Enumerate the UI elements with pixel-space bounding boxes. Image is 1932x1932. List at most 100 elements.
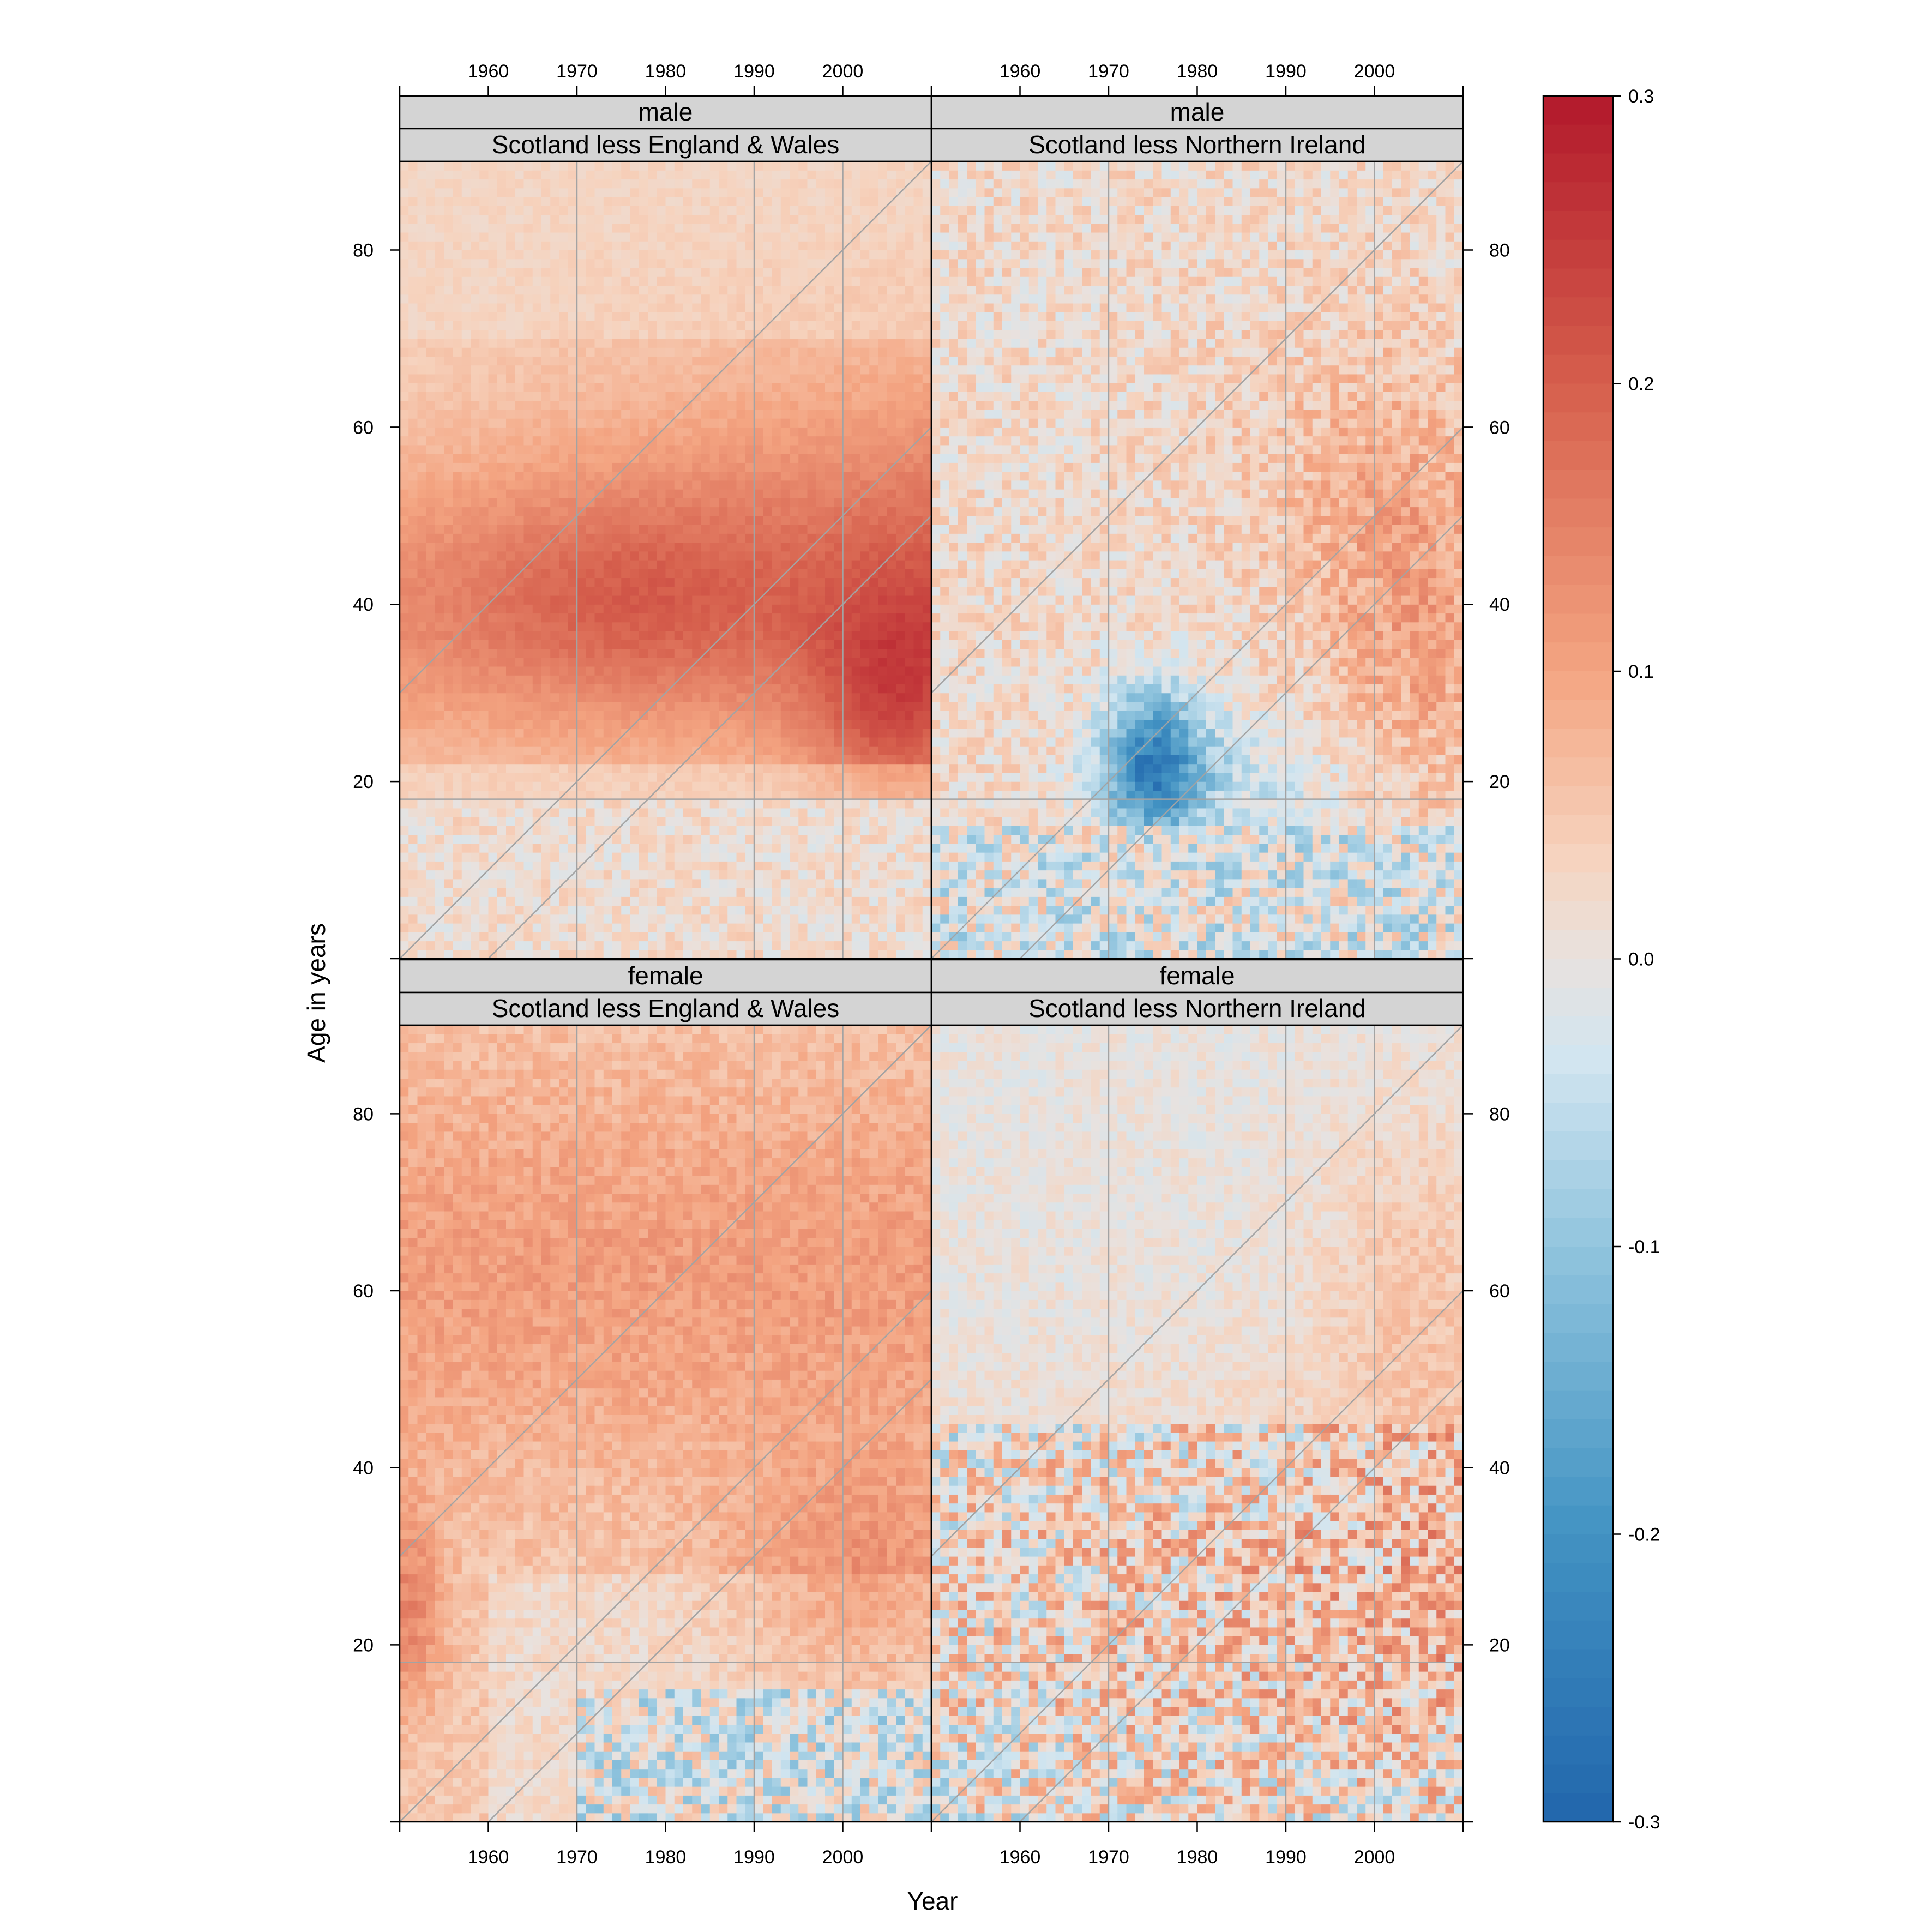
heatmap-cell <box>435 232 444 242</box>
heatmap-cell <box>736 728 746 738</box>
heatmap-cell <box>745 196 755 206</box>
heatmap-cell <box>621 852 631 862</box>
heatmap-cell <box>479 454 489 463</box>
heatmap-cell <box>417 258 427 268</box>
heatmap-cell <box>532 923 542 932</box>
heatmap-cell <box>701 701 711 711</box>
heatmap-cell <box>444 427 454 437</box>
heatmap-cell <box>586 586 595 596</box>
heatmap-cell <box>736 241 746 251</box>
heatmap-cell <box>426 905 436 915</box>
heatmap-cell <box>657 161 666 171</box>
heatmap-cell <box>727 640 737 649</box>
heatmap-cell <box>719 338 728 348</box>
heatmap-cell <box>550 188 560 197</box>
heatmap-cell <box>612 870 622 880</box>
heatmap-cell <box>408 267 418 277</box>
heatmap-cell <box>586 321 595 330</box>
heatmap-cell <box>550 525 560 534</box>
heatmap-cell <box>709 196 719 206</box>
heatmap-cell <box>648 843 657 853</box>
heatmap-cell <box>532 888 542 897</box>
heatmap-cell <box>586 781 595 791</box>
heatmap-cell <box>621 843 631 853</box>
heatmap-cell <box>763 400 773 410</box>
heatmap-cell <box>869 471 879 481</box>
heatmap-cell <box>887 666 896 676</box>
heatmap-cell <box>657 241 666 251</box>
heatmap-cell <box>568 640 577 649</box>
heatmap-cell <box>603 321 613 330</box>
heatmap-cell <box>754 861 763 871</box>
heatmap-cell <box>798 843 808 853</box>
heatmap-cell <box>471 622 480 631</box>
heatmap-cell <box>408 400 418 410</box>
heatmap-cell <box>665 161 675 171</box>
heatmap-cell <box>577 701 586 711</box>
heatmap-cell <box>621 772 631 782</box>
heatmap-cell <box>417 206 427 215</box>
heatmap-cell <box>417 843 427 853</box>
heatmap-cell <box>648 241 657 251</box>
heatmap-cell <box>594 418 604 428</box>
heatmap-cell <box>878 383 888 392</box>
heatmap-cell <box>453 914 462 924</box>
heatmap-cell <box>541 586 551 596</box>
heatmap-cell <box>665 941 675 950</box>
heatmap-cell <box>426 932 436 942</box>
heatmap-cell <box>532 711 542 720</box>
heatmap-cell <box>541 755 551 765</box>
heatmap-cell <box>461 826 471 835</box>
heatmap-cell <box>479 161 489 171</box>
heatmap-cell <box>860 684 870 694</box>
heatmap-cell <box>532 471 542 481</box>
heatmap-cell <box>400 693 409 702</box>
heatmap-cell <box>541 462 551 472</box>
heatmap-cell <box>515 436 525 446</box>
heatmap-cell <box>550 861 560 871</box>
heatmap-cell <box>665 914 675 924</box>
heatmap-cell <box>444 755 454 765</box>
heatmap-cell <box>568 454 577 463</box>
heatmap-cell <box>842 258 852 268</box>
heatmap-cell <box>798 693 808 702</box>
heatmap-cell <box>665 241 675 251</box>
heatmap-cell <box>453 941 462 950</box>
heatmap-cell <box>639 781 648 791</box>
heatmap-cell <box>683 542 693 552</box>
heatmap-cell <box>541 250 551 260</box>
heatmap-cell <box>727 285 737 295</box>
heatmap-cell <box>603 826 613 835</box>
heatmap-cell <box>497 755 507 765</box>
heatmap-cell <box>825 400 834 410</box>
heatmap-cell <box>453 808 462 817</box>
heatmap-cell <box>471 826 480 835</box>
heatmap-cell <box>790 214 799 224</box>
heatmap-cell <box>417 781 427 791</box>
heatmap-cell <box>586 303 595 312</box>
heatmap-cell <box>577 728 586 738</box>
heatmap-cell <box>772 480 781 490</box>
heatmap-cell <box>887 577 896 587</box>
heatmap-cell <box>488 569 498 579</box>
heatmap-cell <box>630 826 640 835</box>
heatmap-cell <box>612 675 622 685</box>
heatmap-cell <box>736 560 746 569</box>
heatmap-cell <box>736 427 746 437</box>
heatmap-cell <box>586 728 595 738</box>
heatmap-cell <box>745 834 755 844</box>
heatmap-cell <box>630 250 640 260</box>
heatmap-cell <box>648 560 657 569</box>
heatmap-cell <box>780 834 790 844</box>
heatmap-cell <box>426 170 436 180</box>
heatmap-cell <box>736 170 746 180</box>
heatmap-cell <box>515 781 525 791</box>
heatmap-cell <box>400 817 409 826</box>
heatmap-cell <box>798 232 808 242</box>
heatmap-cell <box>488 870 498 880</box>
heatmap-cell <box>435 861 444 871</box>
heatmap-cell <box>541 728 551 738</box>
heatmap-cell <box>736 932 746 942</box>
heatmap-cell <box>559 586 569 596</box>
heatmap-cell <box>550 285 560 295</box>
